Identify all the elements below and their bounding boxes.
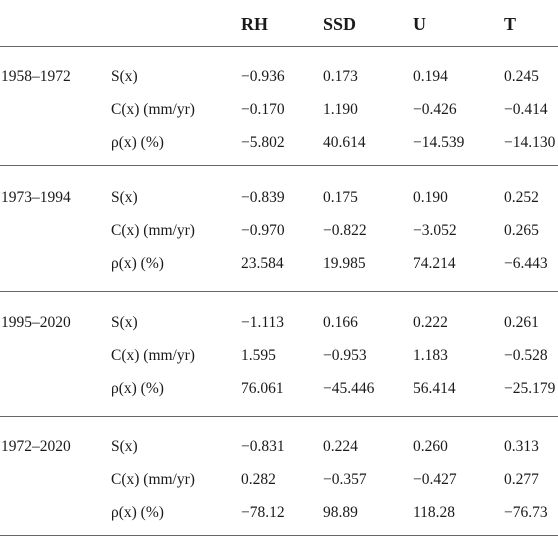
period-group: 1972–2020 S(x) −0.831 0.224 0.260 0.313 C(x) (… <box>0 417 558 536</box>
cell-rh: −0.936 <box>241 68 285 85</box>
cell-rh: 23.584 <box>241 255 284 272</box>
period-label: 1958–1972 <box>1 68 71 85</box>
cell-ssd: 0.173 <box>323 68 358 85</box>
cell-t: −76.73 <box>504 504 548 521</box>
cell-t: 0.277 <box>504 471 539 488</box>
cell-ssd: −45.446 <box>323 380 375 397</box>
header-ssd: SSD <box>323 14 357 34</box>
cell-t: 0.245 <box>504 68 539 85</box>
cell-ssd: 1.190 <box>323 101 358 118</box>
cell-u: −0.427 <box>413 471 457 488</box>
cell-rh: −5.802 <box>241 134 285 151</box>
cell-ssd: 0.175 <box>323 189 358 206</box>
cell-ssd: 98.89 <box>323 504 358 521</box>
table-row: ρ(x) (%) −5.802 40.614 −14.539 −14.130 <box>0 134 558 152</box>
metric-label: C(x) (mm/yr) <box>111 471 195 488</box>
metric-label: S(x) <box>111 68 138 85</box>
cell-rh: −78.12 <box>241 504 285 521</box>
cell-ssd: 0.224 <box>323 438 358 455</box>
cell-ssd: 40.614 <box>323 134 366 151</box>
header-t: T <box>504 14 517 34</box>
metric-label: ρ(x) (%) <box>111 134 164 151</box>
cell-ssd: −0.357 <box>323 471 367 488</box>
cell-rh: −0.839 <box>241 189 285 206</box>
cell-rh: −1.113 <box>241 314 285 331</box>
metric-label: S(x) <box>111 189 138 206</box>
metric-label: ρ(x) (%) <box>111 504 164 521</box>
cell-ssd: −0.822 <box>323 222 367 239</box>
cell-rh: 76.061 <box>241 380 284 397</box>
table-row: S(x) −1.113 0.166 0.222 0.261 <box>0 314 558 332</box>
table-row: S(x) −0.839 0.175 0.190 0.252 <box>0 189 558 207</box>
header-u: U <box>413 14 426 34</box>
table-row: S(x) −0.831 0.224 0.260 0.313 <box>0 438 558 456</box>
period-label: 1973–1994 <box>1 189 71 206</box>
cell-u: 0.222 <box>413 314 448 331</box>
table-row: C(x) (mm/yr) 0.282 −0.357 −0.427 0.277 <box>0 471 558 489</box>
table-row: C(x) (mm/yr) −0.970 −0.822 −3.052 0.265 <box>0 222 558 240</box>
table-row: ρ(x) (%) 76.061 −45.446 56.414 −25.179 <box>0 380 558 398</box>
metric-label: C(x) (mm/yr) <box>111 222 195 239</box>
cell-rh: 0.282 <box>241 471 276 488</box>
cell-t: −14.130 <box>504 134 556 151</box>
table-row: C(x) (mm/yr) −0.170 1.190 −0.426 −0.414 <box>0 101 558 119</box>
table-row: ρ(x) (%) −78.12 98.89 118.28 −76.73 <box>0 504 558 522</box>
cell-t: 0.261 <box>504 314 539 331</box>
metric-label: C(x) (mm/yr) <box>111 347 195 364</box>
period-label: 1995–2020 <box>1 314 71 331</box>
header-rh: RH <box>241 14 268 34</box>
cell-rh: −0.170 <box>241 101 285 118</box>
cell-t: −0.528 <box>504 347 548 364</box>
cell-u: 56.414 <box>413 380 456 397</box>
table-body: 1958–1972 S(x) −0.936 0.173 0.194 0.245 C(x) (… <box>0 47 558 536</box>
cell-t: 0.252 <box>504 189 539 206</box>
cell-u: −0.426 <box>413 101 457 118</box>
metric-label: S(x) <box>111 314 138 331</box>
cell-u: −14.539 <box>413 134 465 151</box>
table-row: S(x) −0.936 0.173 0.194 0.245 <box>0 68 558 86</box>
cell-t: 0.313 <box>504 438 539 455</box>
cell-ssd: −0.953 <box>323 347 367 364</box>
cell-rh: 1.595 <box>241 347 276 364</box>
metric-label: S(x) <box>111 438 138 455</box>
table-header: RH SSD U T <box>0 0 558 47</box>
cell-t: −25.179 <box>504 380 556 397</box>
metric-label: ρ(x) (%) <box>111 380 164 397</box>
cell-t: −0.414 <box>504 101 548 118</box>
period-label: 1972–2020 <box>1 438 71 455</box>
period-group: 1973–1994 S(x) −0.839 0.175 0.190 0.252 C(x) (… <box>0 166 558 292</box>
table-row: ρ(x) (%) 23.584 19.985 74.214 −6.443 <box>0 255 558 273</box>
metric-label: C(x) (mm/yr) <box>111 101 195 118</box>
cell-u: 0.260 <box>413 438 448 455</box>
cell-t: 0.265 <box>504 222 539 239</box>
cell-u: 74.214 <box>413 255 456 272</box>
cell-u: 0.194 <box>413 68 448 85</box>
cell-u: 0.190 <box>413 189 448 206</box>
cell-u: 1.183 <box>413 347 448 364</box>
cell-u: −3.052 <box>413 222 457 239</box>
cell-rh: −0.831 <box>241 438 285 455</box>
table-row: C(x) (mm/yr) 1.595 −0.953 1.183 −0.528 <box>0 347 558 365</box>
period-group: 1958–1972 S(x) −0.936 0.173 0.194 0.245 C(x) (… <box>0 47 558 166</box>
metric-label: ρ(x) (%) <box>111 255 164 272</box>
period-group: 1995–2020 S(x) −1.113 0.166 0.222 0.261 C(x) (… <box>0 292 558 417</box>
cell-ssd: 19.985 <box>323 255 366 272</box>
cell-u: 118.28 <box>413 504 456 521</box>
cell-rh: −0.970 <box>241 222 285 239</box>
cell-t: −6.443 <box>504 255 548 272</box>
cell-ssd: 0.166 <box>323 314 358 331</box>
